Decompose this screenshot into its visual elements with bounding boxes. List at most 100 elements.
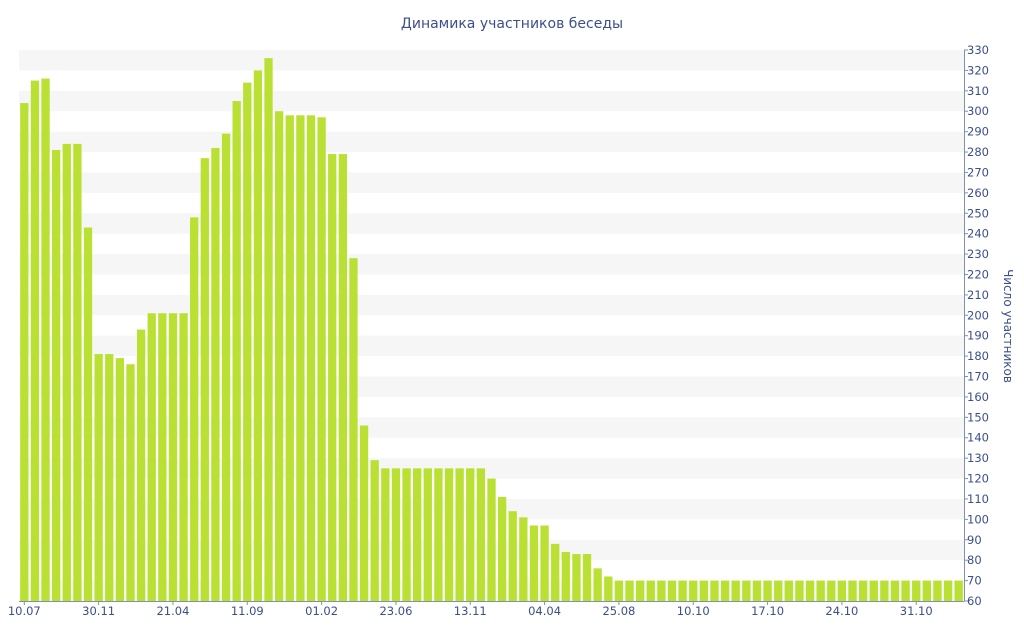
- bar: [275, 111, 284, 601]
- bar: [805, 580, 815, 601]
- y-tick-label: 310: [967, 84, 989, 98]
- bar: [455, 468, 464, 601]
- bar: [381, 468, 390, 601]
- bar: [413, 468, 422, 601]
- bar: [243, 82, 252, 601]
- bar: [890, 580, 900, 601]
- bar: [763, 580, 772, 601]
- bar: [540, 525, 549, 601]
- bar: [105, 354, 114, 601]
- bar: [317, 117, 326, 601]
- bar: [338, 154, 347, 601]
- y-tick-label: 100: [967, 512, 989, 526]
- y-tick-label: 330: [967, 43, 989, 57]
- bar: [636, 580, 645, 601]
- bar: [94, 354, 103, 601]
- bar: [83, 227, 93, 602]
- bar: [391, 468, 401, 601]
- bar: [689, 580, 698, 601]
- grid-band: [19, 131, 964, 153]
- bar: [328, 154, 337, 601]
- y-tick-label: 110: [967, 492, 989, 506]
- bar: [211, 147, 220, 601]
- bar: [912, 580, 921, 601]
- bar: [572, 554, 581, 601]
- x-tick-label: 21.04: [156, 604, 189, 618]
- bar: [657, 580, 666, 601]
- bar: [699, 580, 708, 601]
- bar: [561, 552, 570, 601]
- bar: [933, 580, 942, 601]
- bar: [487, 478, 496, 601]
- bar: [880, 580, 889, 601]
- y-tick-label: 300: [967, 104, 989, 118]
- y-tick-label: 150: [967, 410, 989, 424]
- bar: [264, 58, 273, 602]
- y-tick-label: 220: [967, 267, 989, 281]
- bar: [41, 78, 50, 601]
- y-tick-label: 230: [967, 247, 989, 261]
- bar: [52, 150, 61, 601]
- chart-title: Динамика участников беседы: [401, 16, 623, 32]
- bar: [476, 468, 486, 601]
- grid-band: [19, 50, 964, 71]
- y-tick-label: 250: [967, 206, 989, 220]
- y-tick-label: 120: [967, 472, 989, 486]
- bar: [519, 517, 528, 601]
- bar: [115, 358, 125, 601]
- bar: [370, 460, 379, 601]
- bar: [359, 425, 369, 601]
- bar: [168, 313, 178, 601]
- bar: [614, 580, 624, 601]
- bar: [296, 115, 305, 602]
- bar: [943, 580, 953, 601]
- bar: [349, 258, 358, 601]
- y-axis-ticks: 60 70 80 90 100 110 120 130 140 150 160 170 180 190 20…: [964, 43, 989, 608]
- y-tick-label: 80: [967, 553, 982, 567]
- y-tick-label: 290: [967, 125, 989, 139]
- bar: [285, 115, 294, 602]
- bar: [869, 580, 878, 601]
- y-tick-label: 170: [967, 370, 989, 384]
- bar: [752, 580, 762, 601]
- y-tick-label: 260: [967, 186, 989, 200]
- x-axis-ticks: 10.07 30.11 21.04 11.09 01.02 23.06 13.11 04.04…: [8, 601, 933, 618]
- y-tick-label: 190: [967, 329, 989, 343]
- bar: [922, 580, 931, 601]
- bar: [848, 580, 857, 601]
- bar: [720, 580, 730, 601]
- bar: [901, 580, 910, 601]
- y-tick-label: 180: [967, 349, 989, 363]
- bar: [62, 143, 71, 601]
- grid-band: [19, 172, 964, 193]
- bar: [954, 580, 963, 601]
- bar: [731, 580, 740, 601]
- bar: [551, 543, 560, 601]
- x-tick-label: 30.11: [82, 604, 115, 618]
- bar: [136, 329, 146, 601]
- x-tick-label: 10.10: [677, 604, 710, 618]
- bar: [444, 468, 454, 601]
- bar: [827, 580, 836, 601]
- bar: [497, 496, 507, 601]
- x-tick-label: 04.04: [528, 604, 561, 618]
- bar: [710, 580, 719, 601]
- bar: [837, 580, 847, 601]
- bar: [402, 468, 411, 601]
- bar: [20, 103, 29, 601]
- bar: [593, 568, 602, 601]
- grid-band: [19, 90, 964, 112]
- x-tick-label: 10.07: [8, 604, 41, 618]
- y-tick-label: 60: [967, 594, 982, 608]
- y-tick-label: 200: [967, 308, 989, 322]
- bar: [73, 143, 82, 601]
- bar: [126, 364, 135, 601]
- bar: [30, 80, 40, 602]
- bar: [306, 115, 316, 602]
- x-tick-label: 24.10: [825, 604, 858, 618]
- y-tick-label: 160: [967, 390, 989, 404]
- bar: [667, 580, 677, 601]
- y-tick-label: 130: [967, 451, 989, 465]
- bar: [742, 580, 751, 601]
